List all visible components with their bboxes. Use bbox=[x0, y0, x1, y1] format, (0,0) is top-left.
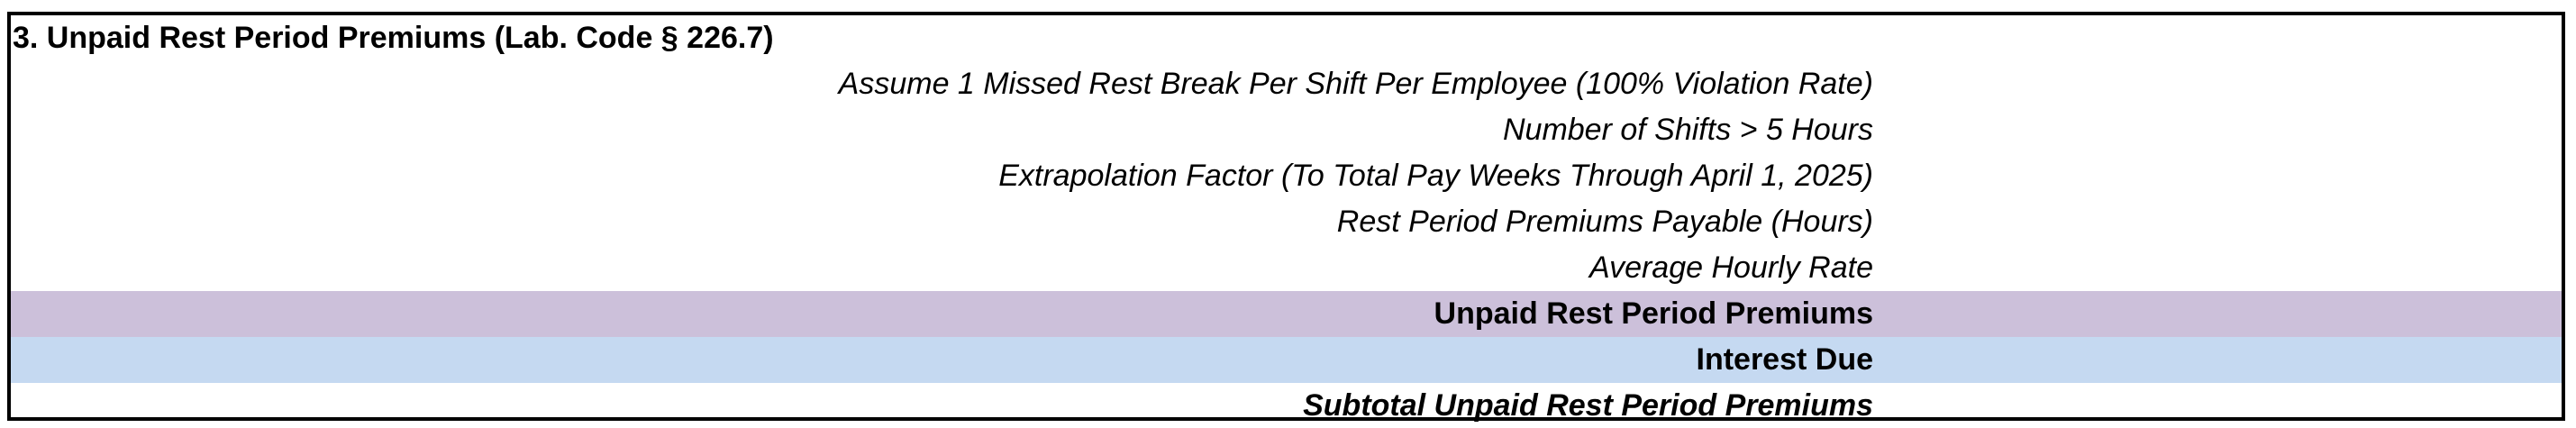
unpaid-premiums-label: Unpaid Rest Period Premiums bbox=[1434, 296, 1873, 331]
premiums-payable-hours-label: Rest Period Premiums Payable (Hours) bbox=[1336, 205, 1873, 239]
rest-period-premiums-table: 3. Unpaid Rest Period Premiums (Lab. Cod… bbox=[7, 12, 2565, 423]
number-of-shifts-label: Number of Shifts > 5 Hours bbox=[1502, 113, 1873, 147]
assume-violation-label: Assume 1 Missed Rest Break Per Shift Per… bbox=[838, 67, 1873, 101]
row-number-of-shifts: Number of Shifts > 5 Hours bbox=[11, 107, 2562, 153]
interest-due-label: Interest Due bbox=[1696, 342, 1874, 377]
average-hourly-rate-label: Average Hourly Rate bbox=[1589, 250, 1873, 285]
extrapolation-factor-label: Extrapolation Factor (To Total Pay Weeks… bbox=[998, 159, 1873, 193]
subtotal-label: Subtotal Unpaid Rest Period Premiums bbox=[1303, 388, 1873, 423]
row-extrapolation-factor: Extrapolation Factor (To Total Pay Weeks… bbox=[11, 153, 2562, 199]
row-premiums-payable-hours: Rest Period Premiums Payable (Hours) bbox=[11, 199, 2562, 245]
section-title-text: 3. Unpaid Rest Period Premiums (Lab. Cod… bbox=[13, 21, 774, 55]
row-unpaid-premiums: Unpaid Rest Period Premiums bbox=[11, 291, 2562, 337]
row-interest-due: Interest Due bbox=[11, 337, 2562, 383]
section-title: 3. Unpaid Rest Period Premiums (Lab. Cod… bbox=[11, 15, 2562, 61]
row-average-hourly-rate: Average Hourly Rate bbox=[11, 245, 2562, 291]
row-subtotal: Subtotal Unpaid Rest Period Premiums bbox=[11, 383, 2562, 423]
row-assume-violation: Assume 1 Missed Rest Break Per Shift Per… bbox=[11, 61, 2562, 107]
